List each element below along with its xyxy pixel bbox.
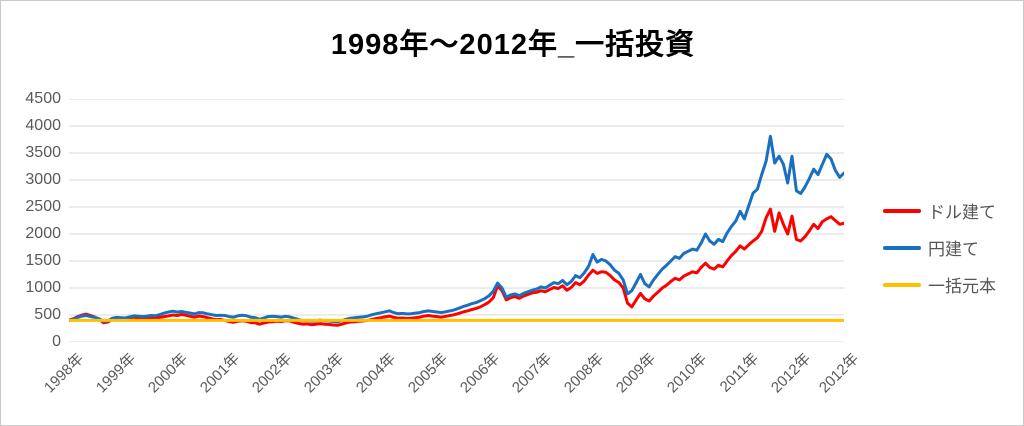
y-axis-tick-label: 0: [52, 333, 61, 350]
legend-item-yen: 円建て: [883, 236, 996, 259]
y-axis-tick-label: 4000: [25, 117, 61, 134]
y-axis-tick-label: 4500: [25, 90, 61, 107]
y-axis-tick-label: 1500: [25, 252, 61, 269]
legend-item-principal: 一括元本: [883, 273, 996, 296]
y-axis-tick-label: 500: [34, 306, 61, 323]
y-axis-tick-label: 2500: [25, 198, 61, 215]
legend-item-dollar: ドル建て: [883, 199, 996, 222]
plot-area: [69, 99, 844, 342]
legend: ドル建て 円建て 一括元本: [883, 199, 996, 296]
yen-line-swatch-icon: [883, 245, 921, 250]
y-axis-tick-label: 1000: [25, 279, 61, 296]
legend-label-dollar: ドル建て: [928, 203, 996, 222]
series-line-ドル建て: [69, 207, 844, 327]
legend-label-principal: 一括元本: [928, 277, 996, 296]
y-axis-tick-label: 3000: [25, 171, 61, 188]
dollar-line-swatch-icon: [883, 208, 921, 213]
y-axis-tick-label: 2000: [25, 225, 61, 242]
principal-line-swatch-icon: [883, 282, 921, 287]
chart-title: 1998年～2012年_一括投資: [330, 29, 696, 61]
y-axis-tick-label: 3500: [25, 144, 61, 161]
series-line-円建て: [69, 134, 844, 324]
legend-label-yen: 円建て: [928, 240, 979, 259]
